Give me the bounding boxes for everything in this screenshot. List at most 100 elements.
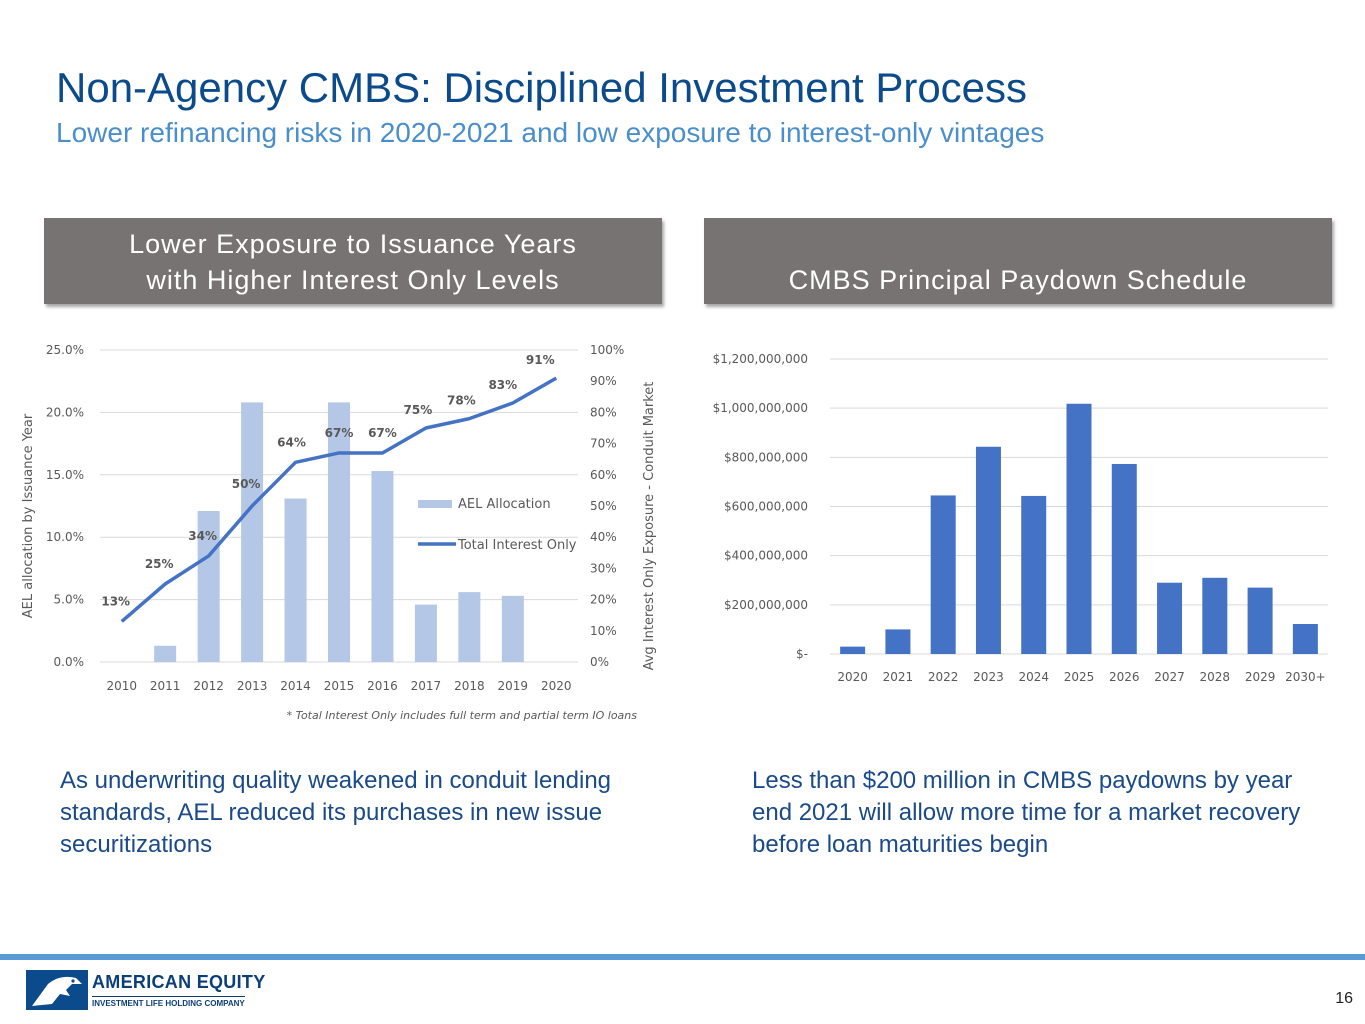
paydown-bar — [1066, 403, 1092, 654]
paydown-bar — [885, 629, 911, 654]
y-tick-label: $1,000,000,000 — [713, 401, 808, 415]
line-data-label: 75% — [404, 403, 433, 417]
y-right-tick-label: 30% — [590, 561, 617, 575]
line-data-label: 67% — [368, 426, 397, 440]
allocation-bar — [154, 645, 177, 662]
legend-line-label: Total Interest Only — [457, 538, 577, 553]
y-left-tick-label: 0.0% — [54, 655, 85, 669]
y-right-axis-title: Avg Interest Only Exposure - Conduit Mar… — [642, 382, 657, 671]
allocation-bar — [371, 471, 394, 662]
y-right-tick-label: 60% — [590, 468, 617, 482]
x-tick-label: 2024 — [1018, 670, 1049, 684]
x-tick-label: 2020 — [541, 679, 572, 693]
y-tick-label: $800,000,000 — [724, 450, 808, 464]
x-tick-label: 2016 — [367, 679, 398, 693]
y-tick-label: $600,000,000 — [724, 500, 808, 514]
allocation-bar — [284, 498, 307, 662]
y-right-tick-label: 100% — [590, 343, 624, 357]
allocation-bar — [328, 402, 350, 662]
paydown-bar — [930, 495, 956, 654]
eagle-logo-icon — [26, 970, 88, 1010]
paydown-bar — [1202, 577, 1228, 654]
company-logo: AMERICAN EQUITY INVESTMENT LIFE HOLDING … — [26, 970, 276, 1010]
x-tick-label: 2018 — [454, 679, 485, 693]
allocation-bar — [501, 595, 524, 662]
y-left-tick-label: 25.0% — [46, 343, 84, 357]
y-right-tick-label: 20% — [590, 593, 617, 607]
x-tick-label: 2014 — [280, 679, 311, 693]
allocation-bar — [241, 402, 264, 662]
x-tick-label: 2017 — [411, 679, 442, 693]
x-tick-label: 2020 — [837, 670, 868, 684]
x-tick-label: 2022 — [928, 670, 959, 684]
interest-only-line — [120, 376, 558, 623]
y-tick-label: $- — [796, 647, 808, 661]
line-data-label: 34% — [188, 529, 217, 543]
allocation-bar — [458, 592, 481, 662]
line-data-label: 83% — [488, 378, 517, 392]
y-left-axis-title: AEL allocation by Issuance Year — [21, 413, 36, 618]
footer-divider — [0, 954, 1365, 960]
x-tick-label: 2028 — [1200, 670, 1231, 684]
slide-subtitle: Lower refinancing risks in 2020-2021 and… — [56, 117, 1045, 148]
x-tick-label: 2027 — [1154, 670, 1185, 684]
y-left-tick-label: 20.0% — [46, 405, 84, 419]
line-data-label: 25% — [145, 557, 174, 571]
paydown-bar — [1111, 463, 1137, 654]
x-tick-label: 2019 — [498, 679, 529, 693]
y-right-tick-label: 10% — [590, 624, 617, 638]
left-panel-header-line1: Lower Exposure to Issuance Years — [129, 229, 577, 259]
y-left-tick-label: 15.0% — [46, 468, 84, 482]
io-exposure-chart: 0.0% 5.0% 10.0% 15.0% 20.0% 25.0% 0% 10% 20% 30% 4… — [21, 343, 657, 722]
x-tick-label: 2025 — [1064, 670, 1095, 684]
chart-footnote: * Total Interest Only includes full term… — [287, 709, 638, 722]
line-data-label: 64% — [277, 435, 306, 449]
y-right-tick-label: 80% — [590, 405, 617, 419]
y-right-tick-label: 50% — [590, 499, 617, 513]
x-tick-label: 2011 — [150, 679, 181, 693]
line-data-label: 13% — [101, 594, 130, 608]
legend-bar-swatch — [418, 500, 452, 508]
line-data-label: 78% — [447, 394, 476, 408]
y-tick-label: $200,000,000 — [724, 598, 808, 612]
logo-name: AMERICAN EQUITY — [92, 972, 266, 992]
slide-title: Non-Agency CMBS: Disciplined Investment … — [56, 64, 1028, 111]
allocation-bar — [414, 604, 437, 662]
x-tick-label: 2015 — [324, 679, 355, 693]
x-tick-label: 2023 — [973, 670, 1004, 684]
paydown-bar — [1247, 587, 1273, 654]
x-tick-label: 2021 — [883, 670, 914, 684]
x-tick-label: 2010 — [106, 679, 137, 693]
right-panel-header: CMBS Principal Paydown Schedule — [704, 218, 1332, 304]
paydown-bar — [1157, 582, 1183, 654]
logo-tagline: INVESTMENT LIFE HOLDING COMPANY — [92, 996, 245, 1008]
y-right-tick-label: 40% — [590, 530, 617, 544]
paydown-bar — [840, 646, 866, 654]
paydown-bar — [975, 446, 1001, 654]
line-data-label: 67% — [325, 426, 354, 440]
line-data-label: 91% — [526, 353, 555, 367]
y-left-tick-label: 10.0% — [46, 530, 84, 544]
page-number: 16 — [1335, 990, 1353, 1007]
y-tick-label: $1,200,000,000 — [713, 352, 808, 366]
paydown-schedule-chart: $- $200,000,000 $400,000,000 $600,000,000 $8… — [713, 352, 1328, 684]
right-caption: Less than $200 million in CMBS paydowns … — [752, 767, 1301, 858]
legend-bar-label: AEL Allocation — [458, 497, 551, 512]
left-panel-header: Lower Exposure to Issuance Years with Hi… — [44, 218, 662, 304]
y-right-tick-label: 70% — [590, 437, 617, 451]
y-tick-label: $400,000,000 — [724, 549, 808, 563]
x-tick-label: 2013 — [237, 679, 268, 693]
y-left-tick-label: 5.0% — [54, 593, 85, 607]
x-tick-label: 2012 — [193, 679, 224, 693]
paydown-bar — [1292, 624, 1318, 654]
right-panel-header-text: CMBS Principal Paydown Schedule — [788, 265, 1248, 295]
paydown-bar — [1021, 495, 1047, 654]
x-tick-label: 2029 — [1245, 670, 1276, 684]
left-caption: As underwriting quality weakened in cond… — [60, 767, 612, 858]
line-data-label: 50% — [232, 477, 261, 491]
left-panel-header-line2: with Higher Interest Only Levels — [146, 265, 560, 295]
y-right-tick-label: 0% — [590, 655, 609, 669]
x-tick-label: 2026 — [1109, 670, 1140, 684]
y-right-tick-label: 90% — [590, 374, 617, 388]
x-tick-label: 2030+ — [1285, 670, 1326, 684]
